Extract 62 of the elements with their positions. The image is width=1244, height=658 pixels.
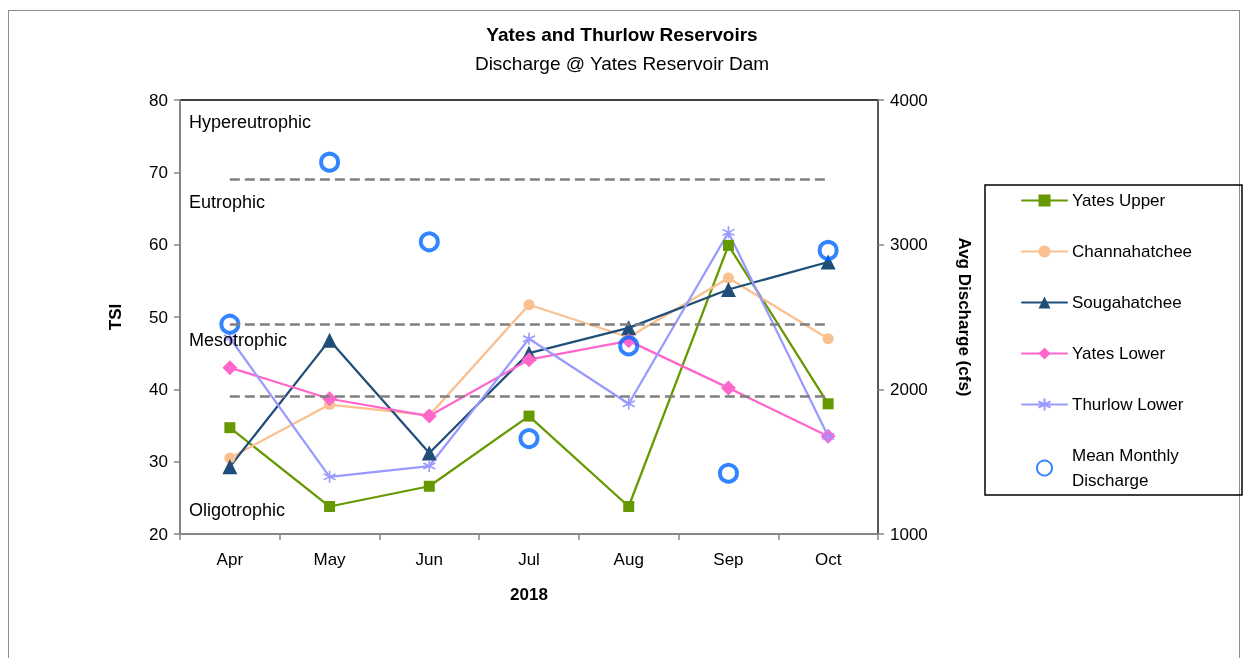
legend-label: Yates Lower [1072, 344, 1166, 363]
legend-label: Sougahatchee [1072, 293, 1182, 312]
point [523, 299, 535, 311]
point [721, 225, 736, 240]
x-tick-label: Oct [814, 550, 842, 569]
point [722, 239, 734, 251]
point [618, 335, 640, 357]
annotation: Hypereutrophic [189, 112, 312, 132]
x-tick-label: May [313, 550, 347, 569]
y-tick-label: 40 [149, 379, 168, 399]
x-axis-title: 2018 [510, 585, 548, 604]
y-tick-label: 30 [149, 452, 168, 472]
point [522, 331, 536, 346]
point [523, 410, 535, 422]
annotation: Oligotrophic [189, 500, 286, 520]
point [518, 428, 540, 450]
point [319, 151, 341, 173]
chart-subtitle: Discharge @ Yates Reservoir Dam [474, 53, 770, 74]
y2-tick-label: 3000 [890, 235, 928, 255]
point [322, 332, 338, 348]
y-tick-label: 20 [149, 524, 168, 544]
legend-label: Channahatchee [1072, 242, 1193, 261]
point [720, 282, 736, 298]
point [222, 459, 238, 475]
point [521, 352, 537, 368]
y-tick-label: 70 [149, 162, 168, 182]
point [324, 501, 336, 513]
y-tick-label: 80 [149, 90, 168, 110]
point [822, 333, 834, 345]
y-axis-title: TSI [106, 303, 125, 331]
y2-tick-label: 1000 [890, 524, 928, 544]
x-tick-label: Jun [415, 550, 443, 569]
point [423, 480, 435, 492]
x-tick-label: Aug [613, 550, 644, 569]
x-tick-label: Sep [713, 550, 744, 569]
y2-tick-label: 2000 [890, 379, 928, 399]
annotation: Mesotrophic [189, 330, 288, 351]
point [418, 231, 440, 253]
y-tick-label: 50 [149, 307, 168, 327]
point [621, 397, 636, 411]
point [722, 272, 734, 284]
annotation: Eutrophic [189, 191, 266, 212]
point [224, 422, 236, 434]
chart-title: Yates and Thurlow Reservoirs [486, 24, 758, 45]
point [421, 445, 437, 461]
x-tick-label: Jul [518, 550, 540, 569]
point [422, 459, 437, 473]
legend-label: Mean Monthly Discharge [1072, 446, 1184, 490]
point [222, 360, 238, 376]
y2-axis-title: Avg Discharge (cfs) [955, 237, 974, 397]
point [322, 470, 337, 484]
point [717, 462, 739, 484]
x-tick-label: Apr [216, 550, 244, 569]
point [623, 501, 635, 513]
point [817, 239, 839, 261]
point [822, 398, 834, 410]
y-tick-label: 60 [149, 235, 168, 255]
y2-tick-label: 4000 [890, 90, 928, 110]
legend-label: Yates Upper [1072, 191, 1166, 210]
point [219, 313, 241, 335]
point [720, 380, 736, 396]
legend-label: Thurlow Lower [1072, 395, 1184, 414]
